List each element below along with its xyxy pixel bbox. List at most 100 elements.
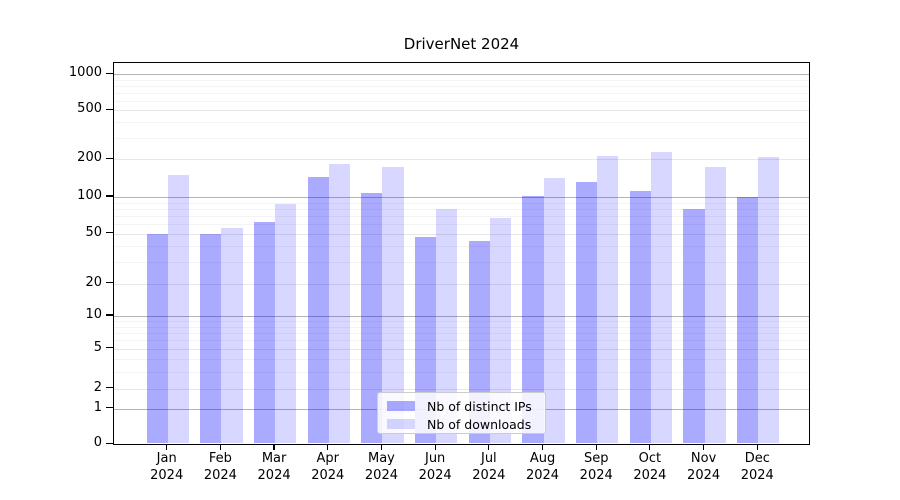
y-tick-label: 1 <box>93 399 102 415</box>
legend: Nb of distinct IPs Nb of downloads <box>377 392 546 434</box>
minor-gridline <box>114 79 809 81</box>
y-tick-mark <box>106 108 113 110</box>
x-tick-mark <box>273 445 275 450</box>
minor-gridline <box>114 261 809 263</box>
plot-area <box>113 62 810 445</box>
x-tick-mark <box>434 445 436 450</box>
major-gridline <box>114 388 809 390</box>
x-tick-month: Mar <box>261 451 287 466</box>
bar-downloads <box>328 163 350 443</box>
y-tick-mark <box>106 232 113 234</box>
x-tick-month: Jul <box>480 451 497 466</box>
y-tick-label: 50 <box>85 224 102 240</box>
y-tick-label: 2 <box>93 379 102 395</box>
x-tick-year: 2024 <box>150 468 184 483</box>
legend-swatch-distinct-ips <box>387 401 415 411</box>
minor-gridline <box>114 100 809 102</box>
y-tick-mark <box>106 314 113 316</box>
minor-gridline <box>114 85 809 87</box>
y-tick-label: 5 <box>93 339 102 355</box>
bar-distinct-ips <box>522 195 544 443</box>
minor-gridline <box>114 137 809 139</box>
x-tick-label: Mar 2024 <box>246 450 302 484</box>
x-tick-month: Aug <box>529 451 556 466</box>
bar-downloads <box>597 156 619 443</box>
x-tick-mark <box>488 445 490 450</box>
x-tick-label: Nov 2024 <box>676 450 732 484</box>
bar-downloads <box>489 218 512 443</box>
y-tick-mark <box>106 442 113 444</box>
major-gridline <box>114 197 809 198</box>
bar-distinct-ips <box>576 181 598 443</box>
minor-gridline <box>114 202 809 204</box>
x-tick-year: 2024 <box>472 468 506 483</box>
x-tick-year: 2024 <box>525 468 560 483</box>
bar-distinct-ips <box>737 197 759 443</box>
legend-label-downloads: Nb of downloads <box>427 416 532 432</box>
x-tick-mark <box>595 445 597 450</box>
x-tick-month: Dec <box>744 451 770 466</box>
minor-gridline <box>114 333 809 335</box>
x-tick-label: Aug 2024 <box>515 450 571 484</box>
x-tick-month: Jun <box>424 451 446 466</box>
x-tick-year: 2024 <box>687 468 721 483</box>
bar-distinct-ips <box>361 192 383 443</box>
x-tick-label: Jan 2024 <box>139 450 195 484</box>
x-tick-month: Oct <box>638 451 662 466</box>
x-tick-label: Feb 2024 <box>192 450 248 484</box>
x-tick-label: Sep 2024 <box>568 450 624 484</box>
major-gridline <box>114 348 809 350</box>
bar-downloads <box>650 151 673 443</box>
y-tick-mark <box>106 157 113 159</box>
x-tick-mark <box>541 445 544 450</box>
bar-downloads <box>275 203 297 443</box>
bar-distinct-ips <box>414 237 437 443</box>
x-tick-month: Jan <box>156 451 177 466</box>
bar-downloads <box>758 156 780 443</box>
bar-distinct-ips <box>200 233 222 443</box>
x-tick-mark <box>327 445 329 450</box>
bar-downloads <box>704 167 726 443</box>
y-tick-label: 10 <box>85 307 102 322</box>
bar-distinct-ips <box>146 233 168 443</box>
minor-gridline <box>114 92 809 94</box>
minor-gridline <box>114 224 809 226</box>
minor-gridline <box>114 321 809 323</box>
x-tick-year: 2024 <box>418 468 452 483</box>
y-tick-mark <box>106 347 113 349</box>
minor-gridline <box>114 340 809 342</box>
y-tick-mark <box>106 282 113 284</box>
legend-swatch-downloads <box>387 419 415 429</box>
y-tick-label: 200 <box>77 150 102 166</box>
legend-item-downloads: Nb of downloads <box>387 415 545 433</box>
x-tick-year: 2024 <box>579 468 613 483</box>
y-tick-label: 0 <box>93 435 102 451</box>
y-tick-label: 20 <box>85 274 102 290</box>
x-tick-mark <box>166 445 168 450</box>
minor-gridline <box>114 326 809 328</box>
x-tick-mark <box>703 445 705 450</box>
minor-gridline <box>114 359 809 361</box>
y-tick-mark <box>106 72 113 74</box>
minor-gridline <box>114 122 809 124</box>
y-tick-mark <box>106 195 113 197</box>
bar-distinct-ips <box>307 176 329 443</box>
major-gridline <box>114 283 809 285</box>
x-tick-mark <box>756 445 758 450</box>
y-tick-mark <box>106 407 113 409</box>
x-tick-year: 2024 <box>740 468 774 483</box>
bar-downloads <box>221 227 243 443</box>
x-tick-month: May <box>368 451 395 466</box>
x-tick-month: Sep <box>583 451 609 466</box>
y-tick-label: 500 <box>77 101 102 117</box>
y-tick-label: 1000 <box>68 65 102 81</box>
x-tick-month: Nov <box>690 451 717 466</box>
bar-downloads <box>167 174 189 443</box>
y-tick-label: 100 <box>77 188 102 203</box>
bar-distinct-ips <box>683 208 705 443</box>
bar-downloads <box>543 177 565 443</box>
legend-label-distinct-ips: Nb of distinct IPs <box>427 398 532 414</box>
x-tick-label: Apr 2024 <box>300 450 356 484</box>
x-tick-year: 2024 <box>203 468 237 483</box>
